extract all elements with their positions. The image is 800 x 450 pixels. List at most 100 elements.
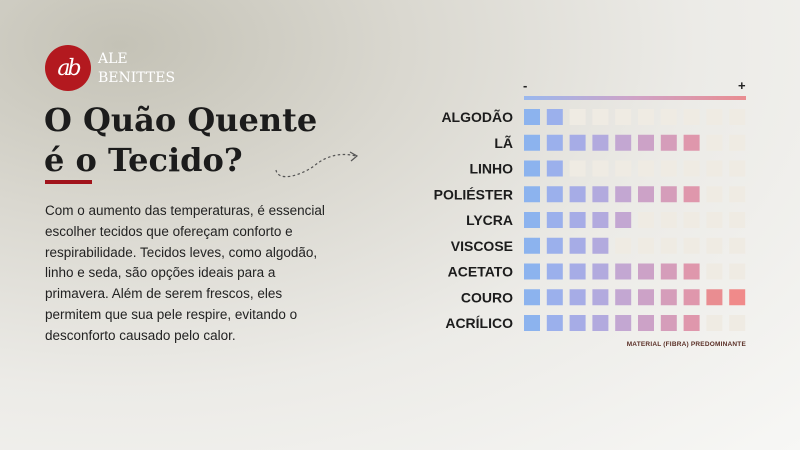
title-underline [45, 180, 92, 184]
dashed-arrow-icon [275, 151, 359, 178]
heat-cell-empty [683, 160, 700, 177]
scale-min-label: - [523, 78, 528, 93]
heat-cell-filled [615, 315, 632, 331]
heat-cell-filled [569, 212, 586, 228]
heat-cell-filled [546, 212, 563, 228]
heat-cell-filled [569, 315, 586, 331]
heat-cell-filled [638, 289, 654, 306]
heat-cell-filled [592, 212, 609, 228]
heat-cell-empty [729, 160, 746, 177]
heat-cell-filled [592, 186, 609, 203]
heat-cell-filled [569, 186, 586, 203]
heat-cell-empty [638, 212, 654, 228]
heat-cell-filled [615, 263, 632, 280]
heat-cell-empty [592, 160, 609, 177]
heat-cell-filled [546, 263, 563, 280]
heat-cell-empty [683, 212, 700, 228]
chart-footnote: MATERIAL (FIBRA) PREDOMINANTE [626, 341, 746, 348]
heat-cell-empty [569, 160, 586, 177]
heat-cell-filled [660, 263, 677, 280]
heat-cell-filled [706, 289, 723, 306]
heat-cell-empty [706, 186, 723, 203]
heat-cell-filled [592, 315, 609, 331]
heat-cell-filled [546, 289, 563, 306]
scale-max-label: + [738, 78, 746, 93]
brand-name-line1: ALE [98, 51, 128, 67]
heat-cell-empty [683, 109, 700, 125]
heat-cell-filled [683, 263, 700, 280]
heat-cell-empty [729, 109, 746, 125]
heat-cell-filled [546, 186, 563, 203]
heat-cell-filled [524, 109, 540, 125]
row-label: POLIÉSTER [434, 186, 513, 202]
heat-cell-empty [729, 212, 746, 228]
heat-cell-filled [592, 263, 609, 280]
heat-cell-filled [683, 186, 700, 203]
heat-cell-filled [638, 134, 654, 151]
heat-cell-empty [683, 237, 700, 254]
brand-name-line2: BENITTES [98, 70, 176, 86]
row-label: LINHO [469, 161, 513, 177]
heat-cell-filled [569, 263, 586, 280]
heat-cell-empty [706, 109, 723, 125]
row-label: ACRÍLICO [445, 315, 513, 331]
temperature-scale-bar [524, 96, 746, 100]
heat-cell-filled [524, 263, 540, 280]
heat-cell-empty [706, 315, 723, 331]
heat-cell-filled [546, 109, 563, 125]
heat-cell-filled [660, 134, 677, 151]
heat-cell-filled [683, 315, 700, 331]
row-label: ALGODÃO [441, 108, 513, 125]
heat-cell-empty [706, 160, 723, 177]
heat-cell-empty [615, 237, 632, 254]
brand-name: ALE BENITTES [98, 50, 175, 88]
heat-cell-filled [524, 315, 540, 331]
heat-cell-empty [729, 134, 746, 151]
row-label: LYCRA [466, 212, 513, 228]
heat-cell-empty [660, 109, 677, 125]
heat-cell-filled [592, 237, 609, 254]
heat-cell-empty [638, 160, 654, 177]
heat-cell-filled [638, 186, 654, 203]
heat-cell-filled [524, 160, 540, 177]
heat-cell-empty [706, 263, 723, 280]
row-label: VISCOSE [451, 238, 513, 254]
heat-cell-filled [660, 186, 677, 203]
heat-cell-filled [615, 289, 632, 306]
heat-cell-filled [729, 289, 746, 306]
heat-cell-empty [729, 315, 746, 331]
heat-cell-empty [660, 237, 677, 254]
heat-cell-empty [729, 263, 746, 280]
heat-cell-filled [660, 289, 677, 306]
heat-cell-empty [729, 186, 746, 203]
heat-cell-empty [569, 109, 586, 125]
heat-cell-empty [615, 109, 632, 125]
page-title-line2: é o Tecido? [44, 141, 243, 179]
heat-cell-filled [524, 186, 540, 203]
heat-cell-filled [546, 160, 563, 177]
row-label: ACETATO [448, 264, 513, 280]
heat-cell-filled [546, 315, 563, 331]
heat-cell-filled [615, 134, 632, 151]
heat-cell-empty [706, 134, 723, 151]
heat-cell-empty [638, 237, 654, 254]
heat-cell-filled [546, 237, 563, 254]
page-title: O Quão Quente é o Tecido? [44, 100, 344, 180]
heat-cell-empty [638, 109, 654, 125]
logo-monogram: ab [57, 55, 81, 81]
heat-cell-empty [592, 109, 609, 125]
row-label: LÃ [494, 134, 513, 151]
heat-cell-empty [660, 160, 677, 177]
heat-cell-filled [524, 212, 540, 228]
heat-cell-filled [638, 263, 654, 280]
heat-cell-filled [592, 289, 609, 306]
description-text: Com o aumento das temperaturas, é essenc… [45, 203, 325, 343]
heat-cell-empty [660, 212, 677, 228]
heat-cell-filled [592, 134, 609, 151]
heat-cell-filled [638, 315, 654, 331]
heat-cell-filled [569, 237, 586, 254]
heat-cell-empty [706, 237, 723, 254]
heat-cell-filled [683, 289, 700, 306]
row-label: COURO [461, 289, 513, 305]
